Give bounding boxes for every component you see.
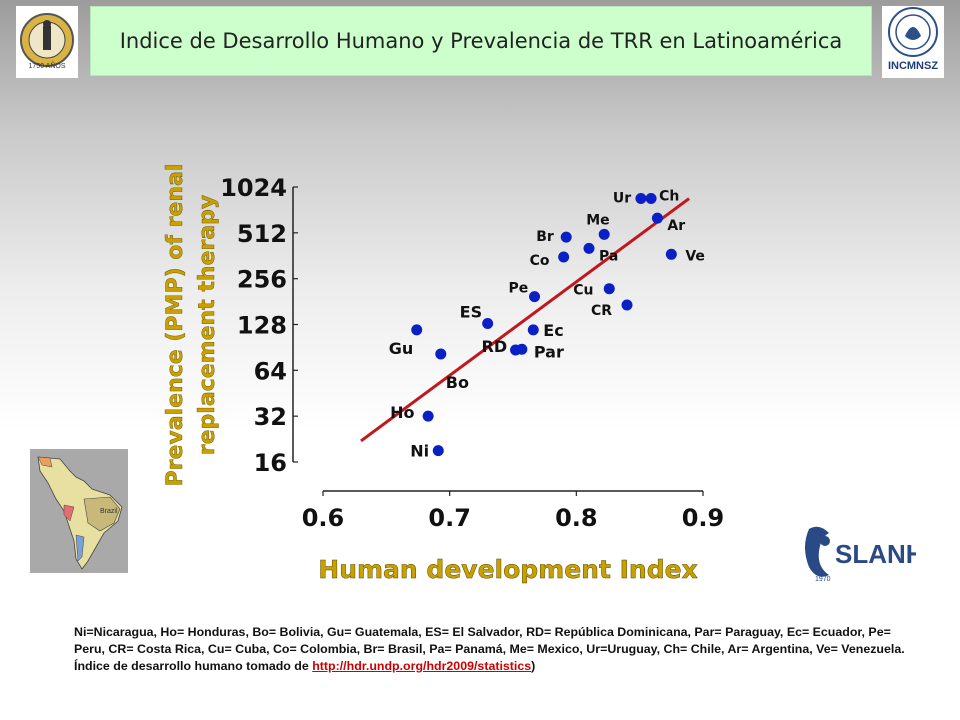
y-tick-label: 256	[237, 266, 287, 294]
data-label-pa: Pa	[599, 248, 618, 264]
data-point-ni	[432, 445, 444, 457]
title-banner: Indice de Desarrollo Humano y Prevalenci…	[90, 6, 872, 76]
seal-text: 1750 AÑOS	[29, 61, 66, 70]
x-tick-label: 0.8	[555, 504, 598, 532]
institute-seal-icon	[888, 7, 938, 57]
y-tick-label: 512	[237, 220, 287, 248]
page-title: Indice de Desarrollo Humano y Prevalenci…	[119, 29, 843, 53]
data-point-ch	[645, 193, 657, 205]
data-point-me	[598, 228, 610, 240]
incmnsz-logo: INCMNSZ	[882, 6, 944, 78]
map-label: Brazil	[100, 508, 118, 515]
data-point-es	[482, 317, 494, 329]
data-point-cu	[603, 283, 615, 295]
data-label-es: ES	[460, 302, 482, 321]
data-point-pa	[583, 242, 595, 254]
university-logo: 1750 AÑOS	[16, 6, 78, 78]
data-label-cu: Cu	[573, 283, 593, 299]
y-tick-label: 32	[254, 403, 287, 431]
data-label-ar: Ar	[667, 218, 685, 234]
data-label-br: Br	[536, 229, 554, 245]
x-tick-label: 0.9	[682, 504, 725, 532]
data-label-cr: CR	[591, 303, 612, 319]
slanh-logo: 1970 SLANH	[795, 511, 925, 591]
data-point-par	[516, 343, 528, 355]
trendline-group	[360, 197, 690, 443]
data-point-co	[558, 251, 570, 263]
data-point-ur	[635, 193, 647, 205]
data-label-ur: Ur	[613, 191, 631, 207]
data-label-me: Me	[586, 212, 609, 228]
data-label-co: Co	[530, 253, 550, 269]
data-label-ec: Ec	[543, 321, 563, 340]
x-tick-label: 0.6	[302, 504, 345, 532]
caption-text: Ni=Nicaragua, Ho= Honduras, Bo= Bolivia,…	[74, 625, 905, 673]
data-point-cr	[621, 299, 633, 311]
data-label-ho: Ho	[390, 403, 414, 422]
caption: Ni=Nicaragua, Ho= Honduras, Bo= Bolivia,…	[74, 624, 914, 675]
data-point-br	[560, 231, 572, 243]
statistics-link[interactable]: http://hdr.undp.org/hdr2009/statistics	[312, 659, 532, 673]
data-label-ni: Ni	[410, 442, 429, 461]
y-axis-title-line2: replacement therapy	[195, 195, 220, 455]
map-icon: Brazil	[37, 456, 123, 570]
y-tick-label: 128	[237, 312, 287, 340]
x-axis-title: Human development Index	[318, 555, 697, 584]
data-label-rd: RD	[482, 337, 508, 356]
data-point-bo	[435, 348, 447, 360]
data-point-ec	[527, 324, 539, 336]
x-tick-label: 0.7	[428, 504, 471, 532]
y-tick-label: 1024	[220, 174, 287, 202]
slanh-icon: 1970 SLANH	[805, 526, 925, 583]
data-label-bo: Bo	[446, 373, 469, 392]
data-point-pe	[529, 291, 541, 303]
y-axis-title-group: Prevalence (PMP) of renal replacement th…	[163, 163, 220, 487]
institute-acronym: INCMNSZ	[887, 60, 939, 72]
caption-suffix: )	[531, 659, 536, 673]
data-point-gu	[411, 324, 423, 336]
university-seal-icon: 1750 AÑOS	[20, 13, 74, 70]
data-label-ch: Ch	[659, 189, 679, 205]
data-label-ve: Ve	[685, 248, 705, 264]
data-label-pe: Pe	[509, 281, 529, 297]
trendline	[360, 197, 690, 443]
slanh-year: 1970	[815, 576, 831, 583]
data-point-ar	[651, 212, 663, 224]
slanh-text: SLANH	[835, 539, 916, 569]
data-label-gu: Gu	[389, 339, 414, 358]
axes: 16 32 64 128 256 512 1024 0.6 0.7 0.8 0.9	[220, 174, 724, 532]
data-point-ho	[422, 410, 434, 422]
y-tick-label: 16	[254, 449, 287, 477]
y-axis-title-line1: Prevalence (PMP) of renal	[163, 164, 188, 487]
data-label-par: Par	[534, 342, 564, 361]
data-point-ve	[665, 248, 677, 260]
y-tick-label: 64	[254, 357, 287, 385]
latin-america-map: Brazil	[30, 449, 128, 573]
